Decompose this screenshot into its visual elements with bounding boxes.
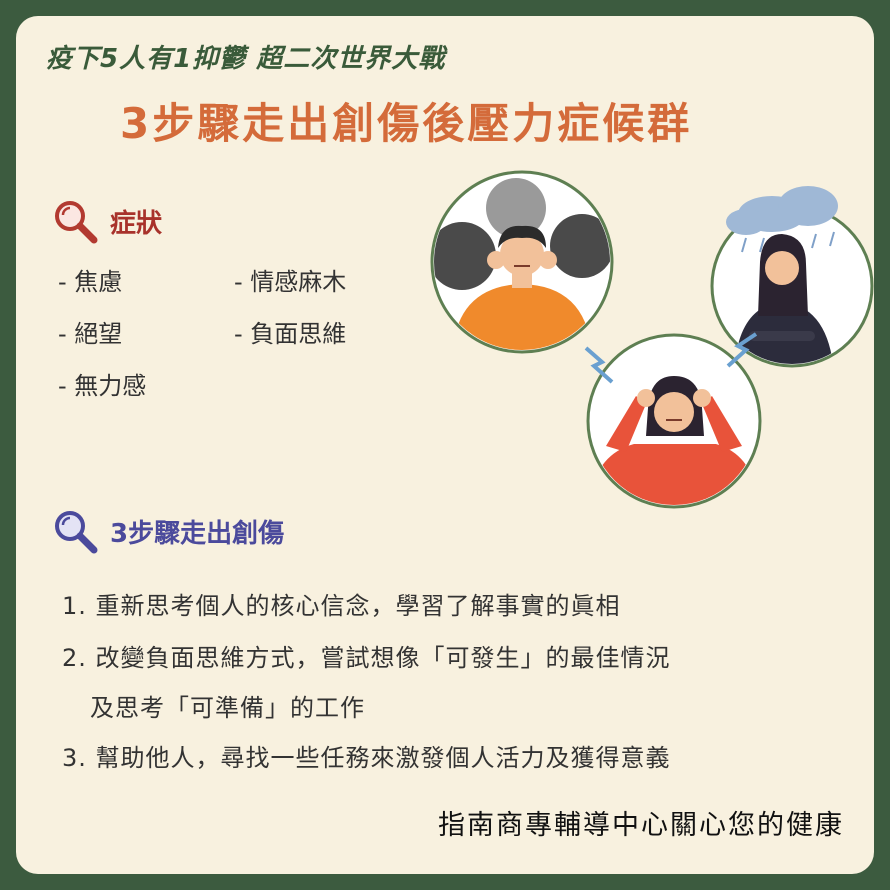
step-item: 1. 重新思考個人的核心信念，學習了解事實的眞相	[62, 592, 621, 620]
sad-woman-rain-illustration	[710, 186, 874, 368]
symptom-item: - 負面思維	[234, 320, 347, 348]
poster-card: 疫下5人有1抑鬱 超二次世界大戰 3步驟走出創傷後壓力症候群 症狀 - 焦慮 -…	[16, 16, 874, 874]
symptom-item: - 絕望	[58, 320, 123, 348]
magnifier-icon	[55, 201, 98, 244]
symptoms-heading-label: 症狀	[110, 208, 163, 239]
poster-title: 3步驟走出創傷後壓力症候群	[120, 99, 693, 148]
illustrations	[430, 170, 874, 509]
steps-heading-label: 3步驟走出創傷	[110, 518, 285, 549]
symptom-item: - 情感麻木	[234, 268, 347, 296]
step-item: 3. 幫助他人，尋找一些任務來激發個人活力及獲得意義	[62, 744, 671, 772]
footer-text: 指南商專輔導中心關心您的健康	[438, 810, 844, 841]
poster-subtitle: 疫下5人有1抑鬱 超二次世界大戰	[46, 44, 446, 74]
steps-heading: 3步驟走出創傷	[52, 508, 284, 554]
distressed-man-illustration	[430, 170, 614, 354]
symptoms-heading: 症狀	[52, 198, 162, 244]
symptom-item: - 焦慮	[58, 268, 123, 296]
anxious-woman-illustration	[584, 332, 762, 509]
symptom-item: - 無力感	[58, 372, 147, 400]
step-item-continuation: 及思考「可準備」的工作	[90, 694, 365, 722]
magnifier-icon	[55, 511, 98, 554]
step-item: 2. 改變負面思維方式，嘗試想像「可發生」的最佳情況	[62, 644, 671, 672]
